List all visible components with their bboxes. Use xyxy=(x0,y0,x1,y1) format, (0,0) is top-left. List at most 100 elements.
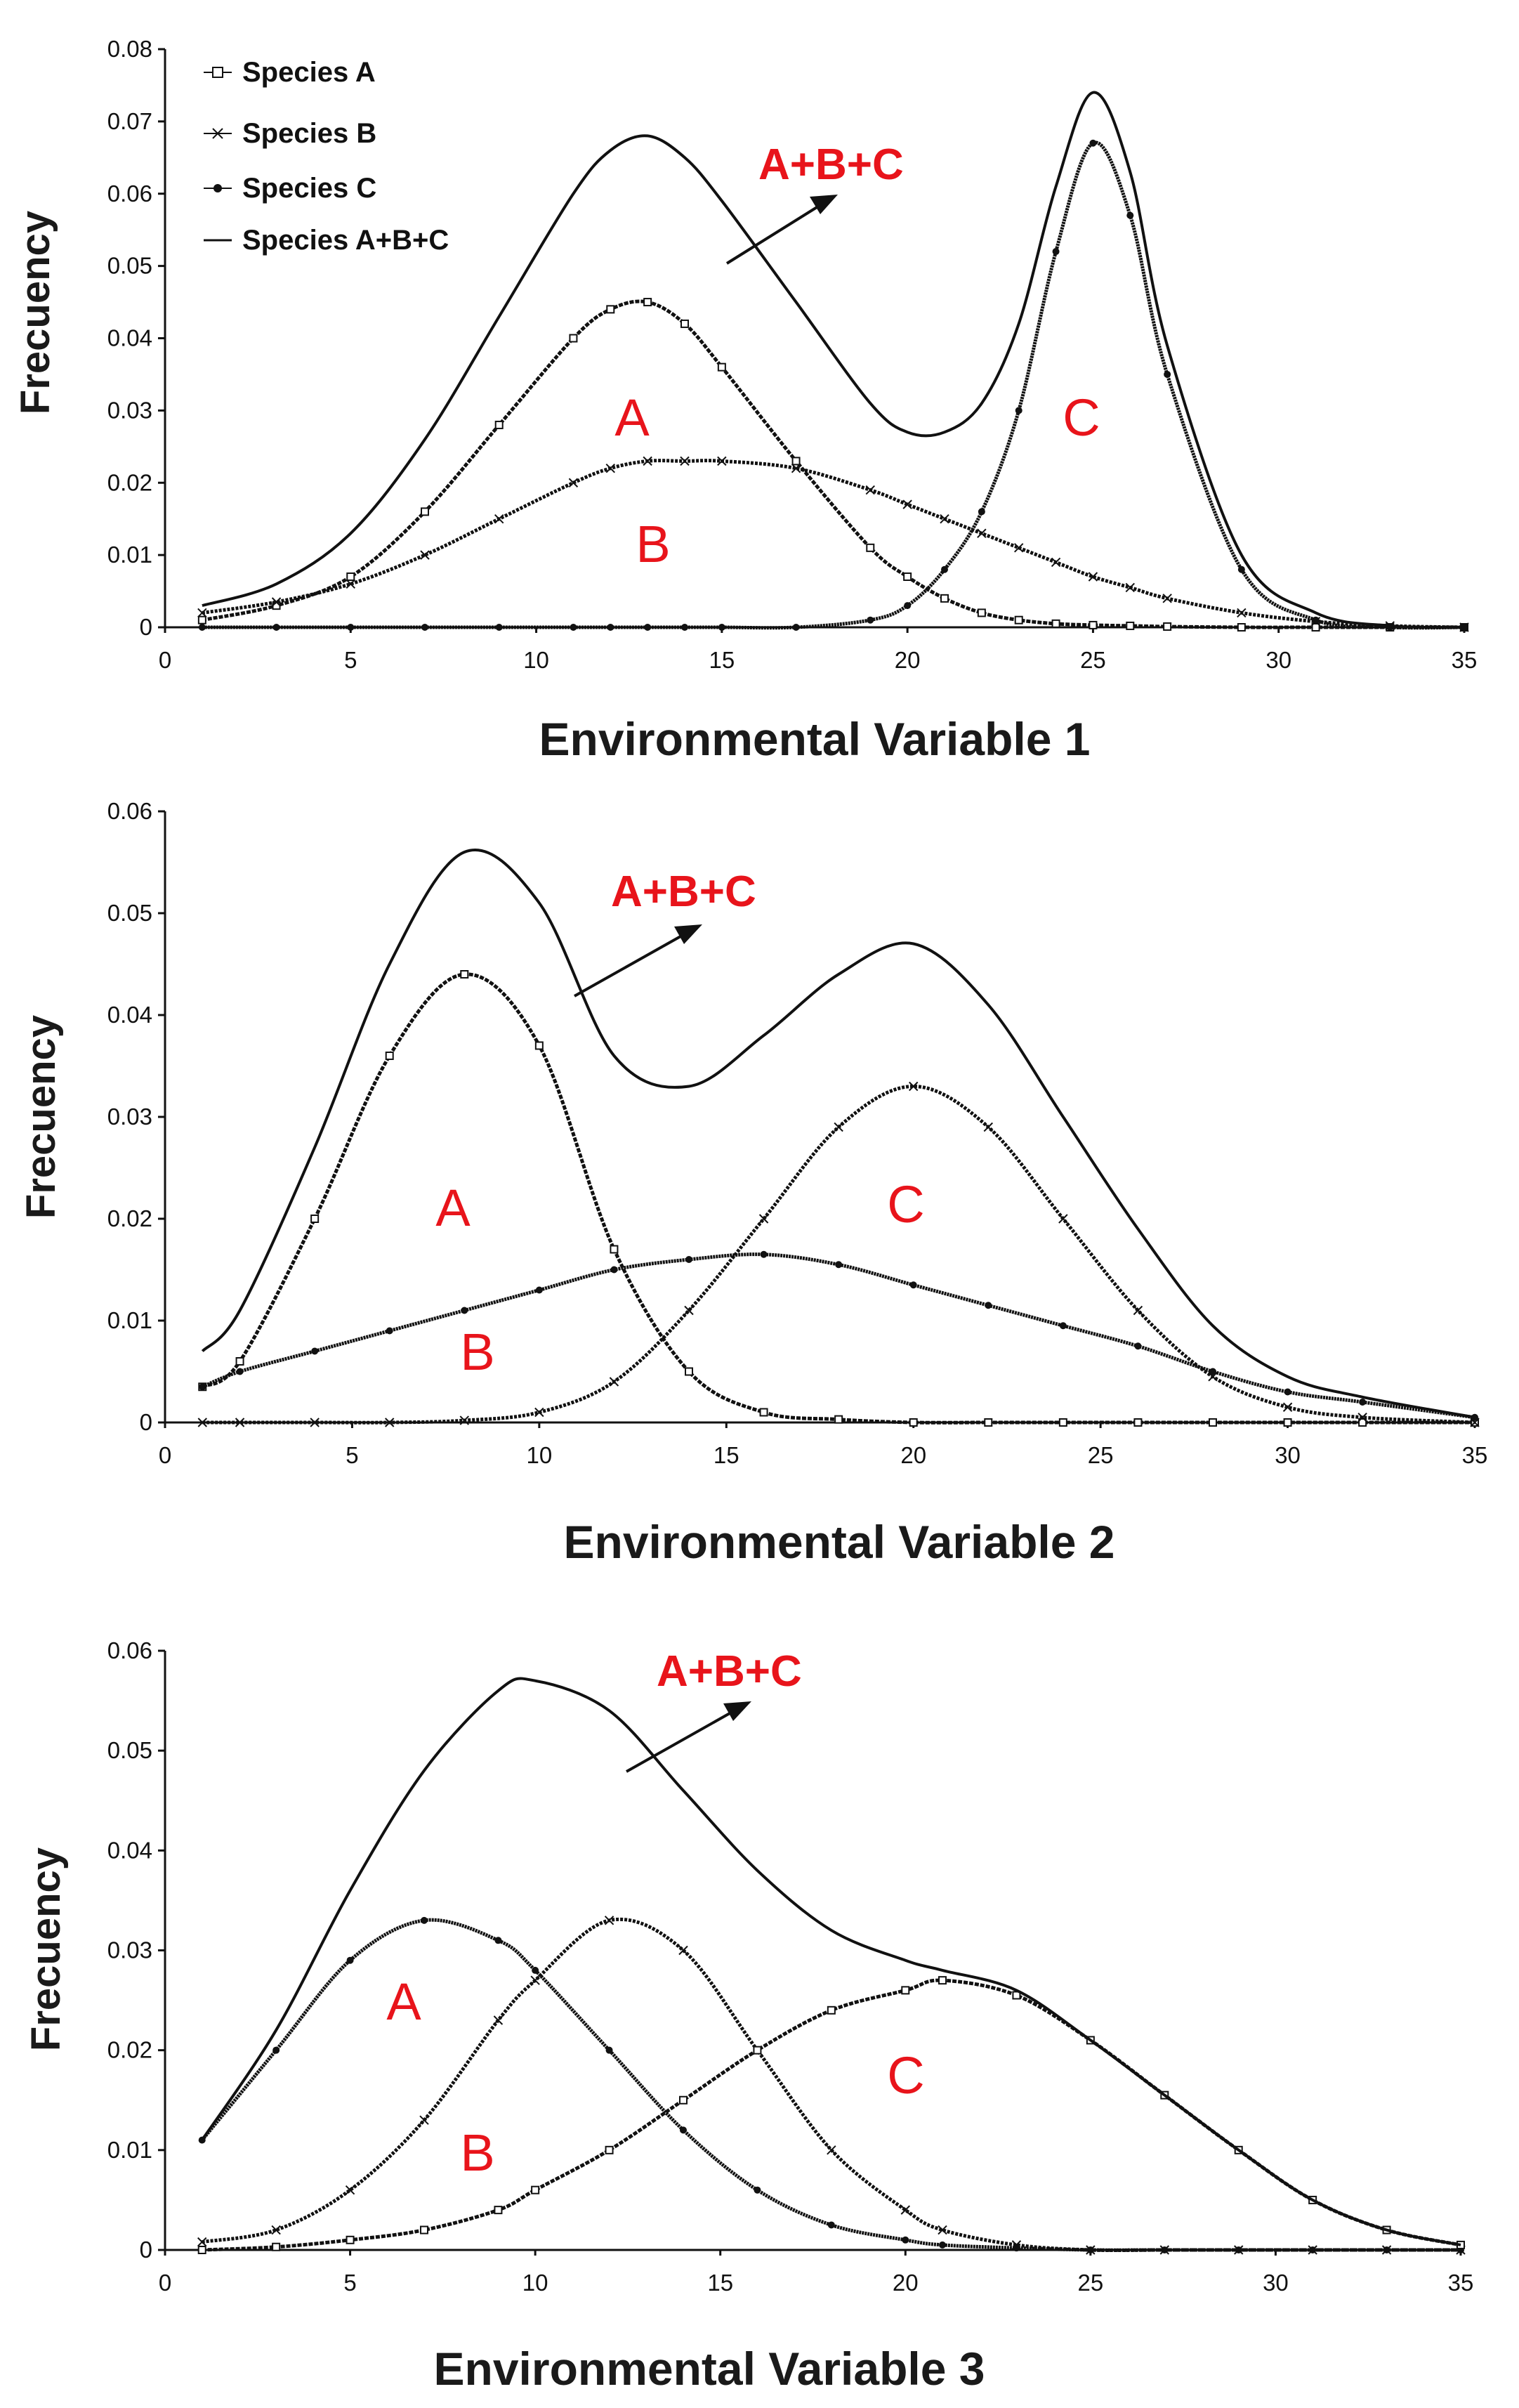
data-point xyxy=(606,305,615,314)
panel-3-label-b: B xyxy=(460,2124,494,2182)
legend-label: Species B xyxy=(242,118,376,149)
panel-2-sum-label: A+B+C xyxy=(611,868,756,916)
data-point xyxy=(792,624,800,631)
data-point xyxy=(346,572,355,581)
data-point xyxy=(866,543,875,552)
data-point xyxy=(835,1261,843,1269)
legend-species-b: Species B xyxy=(204,118,376,149)
y-tick-label: 0 xyxy=(140,614,152,640)
data-point xyxy=(1089,620,1098,629)
data-point xyxy=(827,2145,836,2155)
panel-1-series xyxy=(197,91,1469,632)
legend-species-c: Species C xyxy=(204,173,376,204)
data-point xyxy=(460,970,469,979)
data-point xyxy=(385,1052,394,1060)
series-line xyxy=(202,299,1464,629)
legend-label: Species A+B+C xyxy=(242,225,449,256)
data-point xyxy=(644,624,652,631)
panel-1-arrow xyxy=(725,195,838,265)
legend-species-a: Species A xyxy=(204,57,376,88)
data-point xyxy=(643,298,652,307)
data-point xyxy=(1134,1342,1142,1350)
y-tick-label: 0.04 xyxy=(107,1837,152,1863)
y-tick-label: 0.05 xyxy=(107,253,152,279)
data-point xyxy=(834,1415,843,1424)
data-point xyxy=(1381,2245,1392,2255)
y-tick-label: 0.02 xyxy=(107,1205,152,1231)
panel-3: 0 0.01 0.02 0.03 0.04 0.05 0.06 0 5 10 15 20 25 30 35… xyxy=(23,1637,1473,2395)
data-point xyxy=(605,2046,613,2054)
x-tick-label: 10 xyxy=(523,647,549,673)
data-point xyxy=(495,624,503,631)
data-point xyxy=(717,362,726,372)
data-point xyxy=(1051,619,1060,628)
panel-2-x-ticks: 0 5 10 15 20 25 30 35 xyxy=(159,1422,1488,1468)
data-point xyxy=(385,1418,395,1427)
data-point xyxy=(1015,407,1022,414)
data-point xyxy=(419,2115,429,2125)
x-tick-label: 15 xyxy=(707,2270,733,2296)
data-point xyxy=(494,420,504,429)
x-marker-icon xyxy=(212,128,223,139)
x-tick-label: 35 xyxy=(1462,1442,1488,1468)
dot-marker-icon xyxy=(213,184,222,192)
series-line xyxy=(202,91,1465,629)
series-line xyxy=(202,1252,1475,1420)
data-point xyxy=(534,1407,544,1418)
x-tick-label: 30 xyxy=(1263,2270,1289,2296)
data-point xyxy=(1014,543,1024,553)
x-tick-label: 25 xyxy=(1077,2270,1103,2296)
x-tick-label: 30 xyxy=(1275,1442,1301,1468)
data-point xyxy=(902,499,912,509)
data-point xyxy=(1125,582,1135,593)
y-tick-label: 0.01 xyxy=(107,2137,152,2163)
panel-3-series xyxy=(197,1677,1466,2255)
series-species-a xyxy=(198,1916,1464,2253)
panel-1-sum-label: A+B+C xyxy=(758,140,904,189)
series-line xyxy=(202,1917,1461,2253)
y-tick-label: 0.06 xyxy=(107,1637,152,1663)
y-tick-label: 0.05 xyxy=(107,900,152,926)
panel-1-label-b: B xyxy=(636,515,670,573)
data-point xyxy=(718,624,725,631)
panel-2-y-title: Frecuency xyxy=(18,1015,64,1219)
data-point xyxy=(1059,1322,1067,1330)
data-point xyxy=(679,2095,688,2105)
x-tick-label: 30 xyxy=(1265,647,1291,673)
data-point xyxy=(685,1367,693,1376)
x-tick-label: 20 xyxy=(895,647,921,673)
data-point xyxy=(199,1383,206,1391)
series-species-b xyxy=(199,1250,1478,1421)
data-point xyxy=(904,602,912,610)
data-point xyxy=(938,1976,947,1985)
series-line xyxy=(201,972,1475,1425)
data-point xyxy=(494,513,504,524)
data-point xyxy=(983,1122,993,1132)
data-point xyxy=(834,1122,843,1132)
data-point xyxy=(421,507,429,516)
data-point xyxy=(1126,621,1135,630)
data-point xyxy=(903,572,912,581)
panel-2: 0 0.01 0.02 0.03 0.04 0.05 0.06 0 5 10 15 20 25 30 35… xyxy=(18,798,1487,1568)
data-point xyxy=(346,1956,354,1964)
series-line xyxy=(202,140,1465,630)
data-point xyxy=(494,1937,502,1944)
series-line xyxy=(201,1677,1461,2246)
y-tick-label: 0.06 xyxy=(107,798,152,824)
data-point xyxy=(685,1256,692,1263)
y-tick-label: 0 xyxy=(140,1409,152,1435)
data-point xyxy=(1311,623,1320,632)
data-point xyxy=(1162,594,1172,603)
data-point xyxy=(1133,1305,1143,1316)
panel-1-y-title: Frecuency xyxy=(13,211,58,414)
series-species-c xyxy=(198,139,1468,631)
data-point xyxy=(535,1286,543,1294)
panel-1: 0 0.01 0.02 0.03 0.04 0.05 0.06 0.07 0.08 0 5 10 15… xyxy=(13,36,1477,765)
data-point xyxy=(311,1347,319,1355)
data-point xyxy=(909,1081,919,1092)
panel-3-y-ticks: 0 0.01 0.02 0.03 0.04 0.05 0.06 xyxy=(107,1637,165,2263)
data-point xyxy=(610,1266,618,1274)
x-tick-label: 0 xyxy=(159,2270,171,2296)
data-point xyxy=(1058,1418,1067,1427)
y-tick-label: 0.03 xyxy=(107,1937,152,1963)
